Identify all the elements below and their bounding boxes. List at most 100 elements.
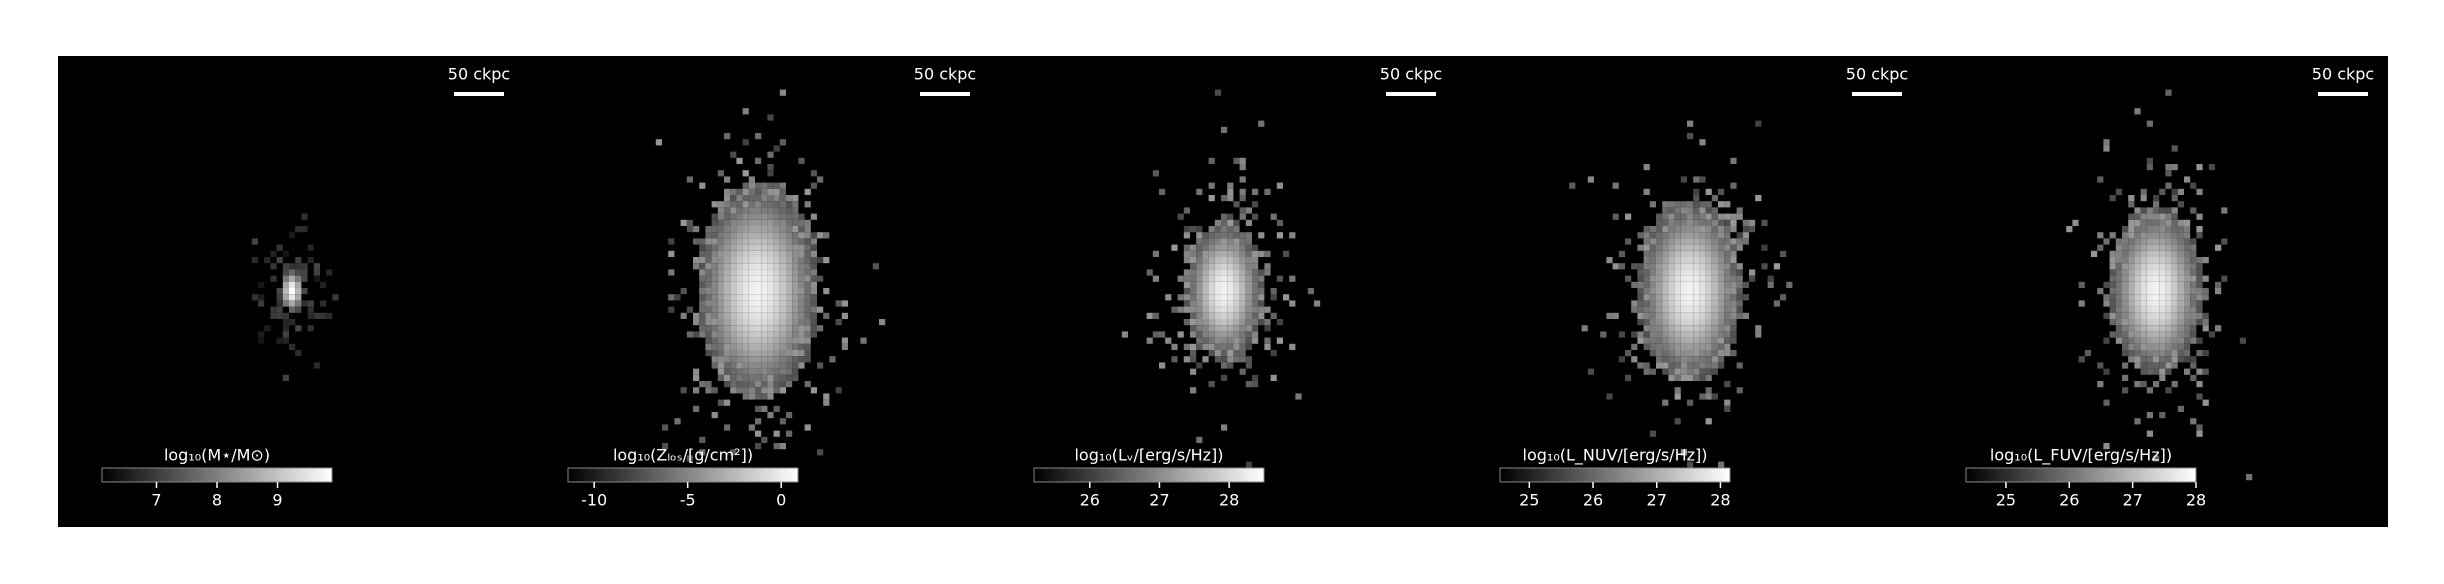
- pixel: [773, 387, 780, 394]
- colorbar-label: log₁₀(L_FUV/[erg/s/Hz]): [1990, 446, 2172, 466]
- pixel: [1276, 219, 1283, 226]
- pixel: [2128, 257, 2135, 264]
- pixel: [1258, 294, 1265, 301]
- pixel: [668, 250, 675, 257]
- pixel: [1668, 374, 1675, 381]
- pixel: [1662, 281, 1669, 288]
- pixel: [755, 331, 762, 338]
- pixel: [1656, 356, 1663, 363]
- pixel: [1183, 244, 1190, 251]
- pixel: [2202, 257, 2209, 264]
- pixel: [2146, 343, 2153, 350]
- pixel: [264, 325, 271, 332]
- pixel: [2146, 207, 2153, 214]
- pixel: [1674, 387, 1681, 394]
- pixel: [1724, 288, 1731, 295]
- pixel: [792, 337, 799, 344]
- pixel: [674, 294, 681, 301]
- pixel: [1202, 250, 1209, 257]
- pixel: [1637, 294, 1644, 301]
- pixel: [1705, 288, 1712, 295]
- pixel: [2190, 244, 2197, 251]
- pixel: [742, 306, 749, 313]
- pixel: [2122, 269, 2129, 276]
- pixel: [1668, 300, 1675, 307]
- pixel: [717, 213, 724, 220]
- pixel: [289, 343, 296, 350]
- pixel: [2184, 312, 2191, 319]
- pixel: [730, 300, 737, 307]
- pixel: [1680, 269, 1687, 276]
- pixel: [693, 226, 700, 233]
- pixel: [693, 368, 700, 375]
- pixel: [1196, 288, 1203, 295]
- pixel: [1295, 393, 1302, 400]
- pixel: [1705, 188, 1712, 195]
- pixel: [1674, 350, 1681, 357]
- pixel: [755, 213, 762, 220]
- pixel: [1680, 300, 1687, 307]
- pixel: [730, 343, 737, 350]
- pixel: [761, 343, 768, 350]
- pixel: [730, 356, 737, 363]
- pixel: [1705, 387, 1712, 394]
- pixel: [724, 263, 731, 270]
- pixel: [1190, 343, 1197, 350]
- pixel: [295, 269, 302, 276]
- pixel: [792, 294, 799, 301]
- pixel: [1724, 263, 1731, 270]
- pixel: [1239, 164, 1246, 171]
- pixel: [2177, 288, 2184, 295]
- pixel: [295, 306, 302, 313]
- pixel: [2165, 288, 2172, 295]
- pixel: [798, 362, 805, 369]
- pixel: [2134, 418, 2141, 425]
- pixel: [2134, 288, 2141, 295]
- pixel: [1662, 331, 1669, 338]
- pixel: [1190, 306, 1197, 313]
- pixel: [2202, 312, 2209, 319]
- pixel: [810, 170, 817, 177]
- pixel: [1687, 337, 1694, 344]
- pixel: [2140, 343, 2147, 350]
- pixel: [761, 436, 768, 443]
- pixel: [1718, 325, 1725, 332]
- pixel: [264, 257, 271, 264]
- pixel: [2196, 257, 2203, 264]
- pixel: [2165, 281, 2172, 288]
- pixel: [699, 436, 706, 443]
- pixel: [2097, 244, 2104, 251]
- pixel: [2122, 319, 2129, 326]
- pixel: [779, 387, 786, 394]
- pixel: [1208, 325, 1215, 332]
- pixel: [755, 300, 762, 307]
- pixel: [779, 207, 786, 214]
- pixel: [1693, 343, 1700, 350]
- pixel: [2171, 219, 2178, 226]
- pixel: [2128, 275, 2135, 282]
- pixel: [1270, 312, 1277, 319]
- pixel: [1221, 213, 1228, 220]
- pixel: [810, 244, 817, 251]
- pixel: [1718, 238, 1725, 245]
- pixel: [1674, 356, 1681, 363]
- pixel: [1252, 312, 1259, 319]
- pixel: [2171, 257, 2178, 264]
- pixel: [1724, 219, 1731, 226]
- pixel: [705, 337, 712, 344]
- galaxy-map: [251, 213, 339, 381]
- pixel: [2128, 269, 2135, 276]
- pixel: [1668, 288, 1675, 295]
- pixel: [1699, 374, 1706, 381]
- pixel: [742, 250, 749, 257]
- pixel: [1208, 232, 1215, 239]
- pixel: [2184, 300, 2191, 307]
- pixel: [301, 300, 308, 307]
- pixel: [2177, 356, 2184, 363]
- pixel: [2221, 238, 2228, 245]
- pixel: [1730, 275, 1737, 282]
- colorbar-label: log₁₀(M⋆/M⊙): [164, 446, 270, 465]
- pixel: [742, 182, 749, 189]
- pixel: [1662, 244, 1669, 251]
- pixel: [705, 257, 712, 264]
